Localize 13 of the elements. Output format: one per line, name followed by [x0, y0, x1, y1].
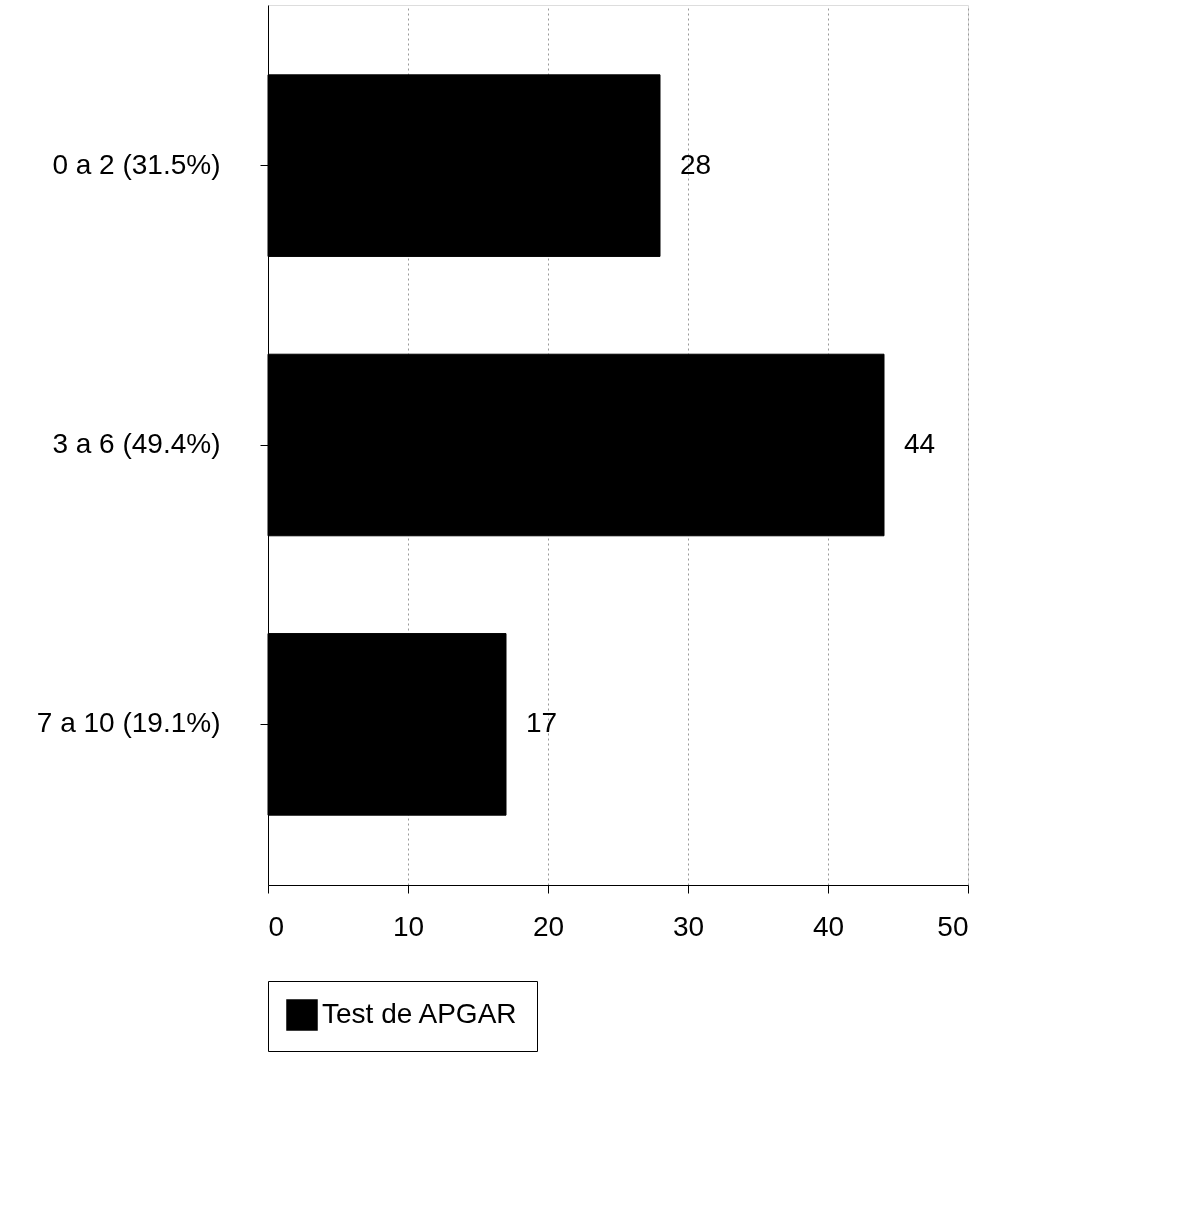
y-tick-label: 3 a 6 (49.4%)	[52, 428, 221, 459]
data-label: 28	[680, 148, 712, 180]
x-tick-label: 30	[672, 910, 705, 942]
y-tick-label: 0 a 2 (31.5%)	[52, 148, 221, 180]
x-tick-label: 20	[532, 910, 565, 942]
data-label: 17	[526, 707, 558, 739]
x-tick-label: 40	[812, 910, 845, 942]
x-tick-label: 50	[937, 910, 969, 942]
legend-label: Test de APGAR	[322, 998, 517, 1029]
x-tick-label: 0	[268, 910, 285, 942]
data-label: 44	[904, 428, 936, 459]
y-tick-label: 7 a 10 (19.1%)	[36, 707, 221, 739]
x-tick-label: 10	[392, 910, 425, 942]
